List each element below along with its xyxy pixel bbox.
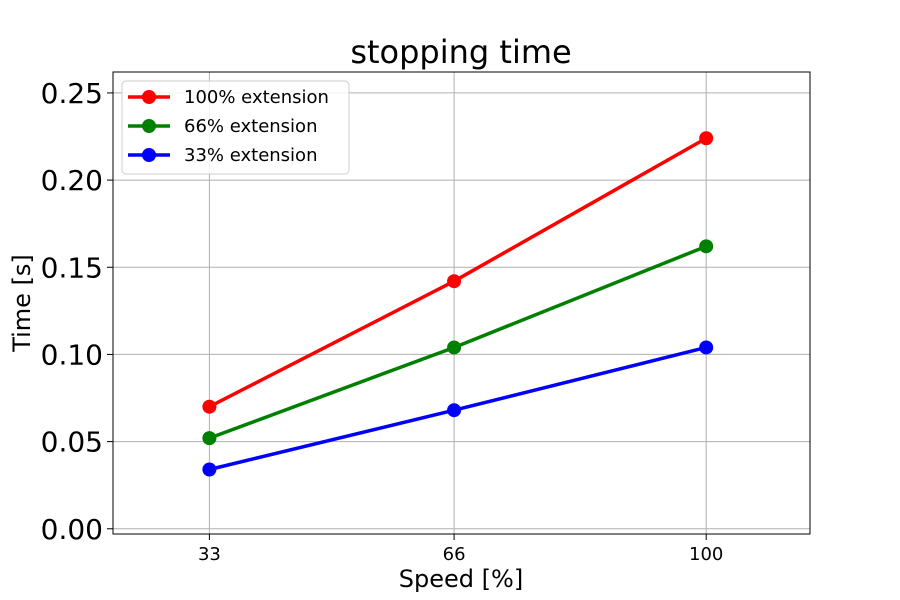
data-point-66-extension bbox=[699, 239, 714, 254]
data-point-66-extension bbox=[202, 431, 217, 446]
y-tick-label: 0.15 bbox=[41, 251, 103, 284]
y-tick-label: 0.25 bbox=[41, 77, 103, 110]
y-tick-label: 0.10 bbox=[41, 338, 103, 371]
x-tick-label: 66 bbox=[443, 544, 466, 565]
x-axis-label: Speed [%] bbox=[399, 565, 523, 593]
y-axis-label: Time [s] bbox=[8, 254, 36, 353]
data-point-33-extension bbox=[699, 340, 714, 355]
series-layer bbox=[202, 131, 714, 477]
y-tick-label: 0.05 bbox=[41, 426, 103, 459]
x-axis-ticks: 33 66 100 bbox=[198, 534, 723, 565]
y-tick-label: 0.20 bbox=[41, 164, 103, 197]
data-point-33-extension bbox=[202, 462, 217, 477]
data-point-100-extension bbox=[202, 399, 217, 414]
legend-box bbox=[121, 80, 350, 175]
data-point-100-extension bbox=[699, 131, 714, 146]
y-axis-ticks: 0.00 0.05 0.10 0.15 0.20 0.25 bbox=[41, 77, 113, 546]
chart-title: stopping time bbox=[350, 33, 571, 71]
data-point-33-extension bbox=[447, 403, 462, 418]
legend-marker-100-extension bbox=[142, 90, 156, 104]
data-point-66-extension bbox=[447, 340, 462, 355]
x-tick-label: 33 bbox=[198, 544, 221, 565]
legend: 100% extension 66% extension 33% extension bbox=[121, 80, 350, 175]
legend-label-100-extension: 100% extension bbox=[184, 87, 329, 108]
legend-label-33-extension: 33% extension bbox=[184, 145, 317, 166]
data-point-100-extension bbox=[447, 274, 462, 289]
x-tick-label: 100 bbox=[689, 544, 723, 565]
plot-frame bbox=[112, 71, 811, 535]
y-tick-label: 0.00 bbox=[41, 513, 103, 546]
legend-marker-66-extension bbox=[142, 119, 156, 133]
legend-marker-33-extension bbox=[142, 148, 156, 162]
legend-label-66-extension: 66% extension bbox=[184, 116, 317, 137]
